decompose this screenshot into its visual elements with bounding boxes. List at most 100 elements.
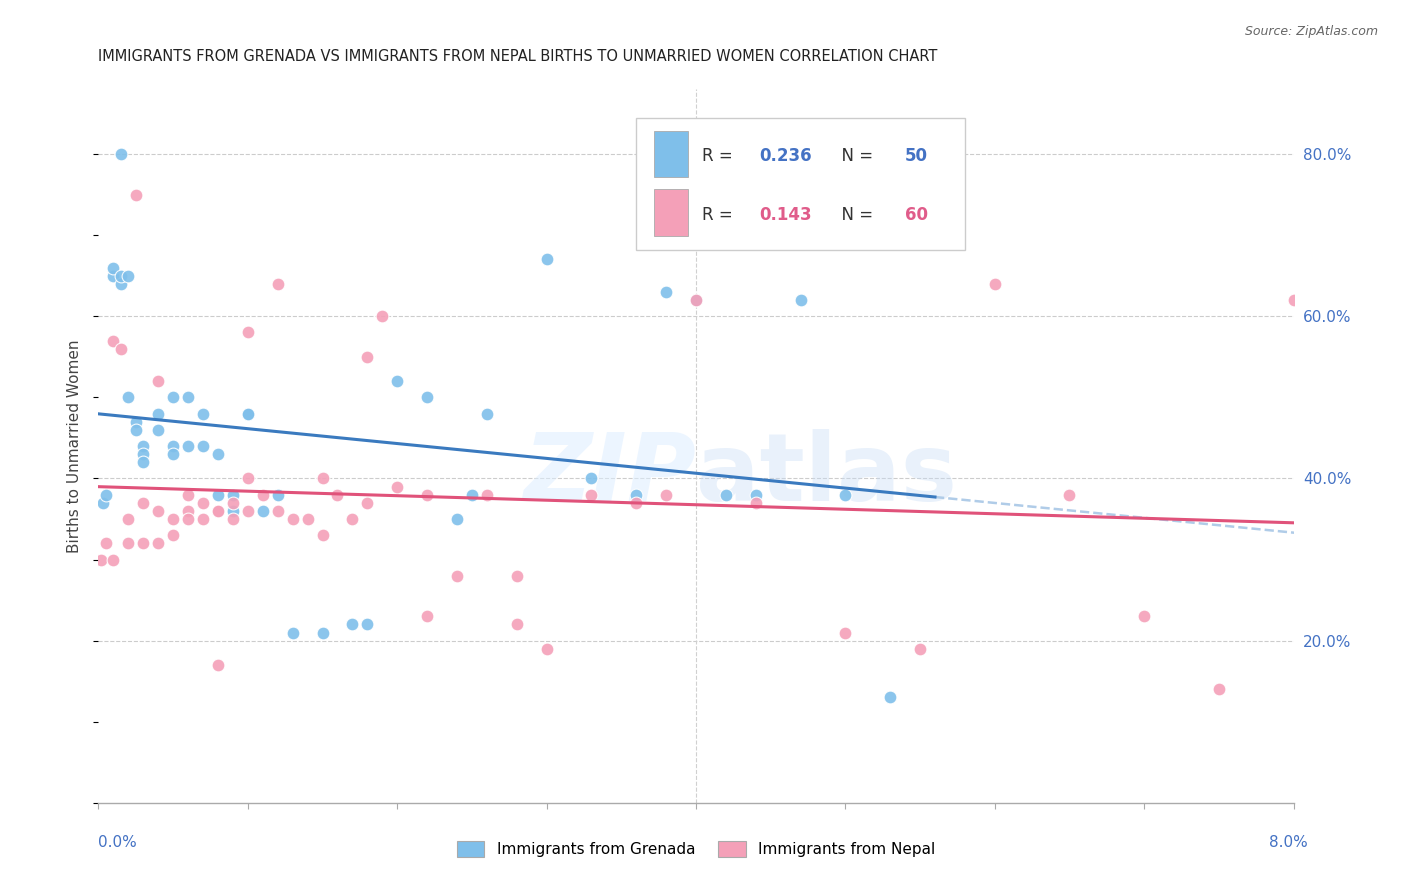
Point bbox=[103, 268, 125, 283]
Point bbox=[207, 447, 229, 461]
Text: N =: N = bbox=[831, 206, 879, 224]
Point bbox=[1059, 488, 1081, 502]
Point bbox=[177, 504, 200, 518]
Point bbox=[745, 496, 768, 510]
Point bbox=[125, 423, 148, 437]
Point bbox=[162, 528, 184, 542]
Legend: Immigrants from Grenada, Immigrants from Nepal: Immigrants from Grenada, Immigrants from… bbox=[451, 835, 941, 863]
Point bbox=[745, 488, 768, 502]
Point bbox=[117, 536, 139, 550]
FancyBboxPatch shape bbox=[654, 189, 688, 235]
Point bbox=[132, 447, 155, 461]
Point bbox=[356, 496, 378, 510]
Point bbox=[475, 407, 498, 421]
Point bbox=[297, 512, 319, 526]
Point bbox=[626, 496, 648, 510]
Point bbox=[834, 488, 856, 502]
Point bbox=[222, 504, 245, 518]
Point bbox=[984, 277, 1007, 291]
Point bbox=[148, 504, 170, 518]
Point bbox=[207, 504, 229, 518]
Point bbox=[177, 439, 200, 453]
Point bbox=[581, 488, 603, 502]
Point bbox=[162, 439, 184, 453]
Point bbox=[94, 536, 117, 550]
Point bbox=[132, 439, 155, 453]
Point bbox=[103, 334, 125, 348]
Point bbox=[461, 488, 484, 502]
Point bbox=[311, 471, 333, 485]
FancyBboxPatch shape bbox=[637, 118, 965, 250]
Point bbox=[281, 625, 304, 640]
Point bbox=[236, 326, 259, 340]
Point bbox=[191, 439, 214, 453]
Text: Source: ZipAtlas.com: Source: ZipAtlas.com bbox=[1244, 25, 1378, 38]
Point bbox=[132, 536, 155, 550]
Point bbox=[342, 617, 364, 632]
Point bbox=[110, 277, 132, 291]
Point bbox=[356, 350, 378, 364]
Point bbox=[475, 488, 498, 502]
Point bbox=[236, 407, 259, 421]
Point bbox=[191, 407, 214, 421]
Point bbox=[117, 390, 139, 404]
Point bbox=[132, 496, 155, 510]
Point bbox=[125, 187, 148, 202]
Point bbox=[385, 374, 409, 388]
Point bbox=[148, 407, 170, 421]
Point bbox=[103, 552, 125, 566]
Text: 0.143: 0.143 bbox=[759, 206, 811, 224]
Point bbox=[177, 390, 200, 404]
Point bbox=[536, 641, 558, 656]
Point bbox=[714, 488, 737, 502]
Point bbox=[132, 455, 155, 469]
Point bbox=[581, 471, 603, 485]
Point bbox=[356, 617, 378, 632]
Point bbox=[252, 504, 274, 518]
Point bbox=[125, 415, 148, 429]
Point bbox=[446, 512, 468, 526]
Point bbox=[162, 512, 184, 526]
Point bbox=[626, 488, 648, 502]
Point bbox=[1282, 293, 1305, 307]
Text: 0.0%: 0.0% bbox=[98, 836, 138, 850]
Point bbox=[879, 690, 901, 705]
Text: 60: 60 bbox=[905, 206, 928, 224]
Point bbox=[207, 488, 229, 502]
Point bbox=[222, 496, 245, 510]
Point bbox=[236, 471, 259, 485]
Point bbox=[267, 277, 290, 291]
Point bbox=[91, 496, 114, 510]
FancyBboxPatch shape bbox=[654, 131, 688, 178]
Point bbox=[222, 512, 245, 526]
Point bbox=[506, 568, 529, 582]
Point bbox=[385, 479, 409, 493]
Point bbox=[685, 293, 707, 307]
Point bbox=[177, 488, 200, 502]
Point bbox=[311, 625, 333, 640]
Point bbox=[103, 260, 125, 275]
Point bbox=[267, 488, 290, 502]
Point bbox=[110, 342, 132, 356]
Point bbox=[446, 568, 468, 582]
Point bbox=[191, 496, 214, 510]
Point bbox=[252, 488, 274, 502]
Point bbox=[148, 536, 170, 550]
Point bbox=[655, 285, 678, 299]
Point bbox=[117, 268, 139, 283]
Point bbox=[536, 252, 558, 267]
Text: R =: R = bbox=[702, 206, 738, 224]
Point bbox=[311, 528, 333, 542]
Point bbox=[222, 488, 245, 502]
Text: IMMIGRANTS FROM GRENADA VS IMMIGRANTS FROM NEPAL BIRTHS TO UNMARRIED WOMEN CORRE: IMMIGRANTS FROM GRENADA VS IMMIGRANTS FR… bbox=[98, 49, 938, 64]
Point bbox=[162, 447, 184, 461]
Point bbox=[685, 293, 707, 307]
Point bbox=[506, 617, 529, 632]
Point bbox=[177, 512, 200, 526]
Point bbox=[110, 147, 132, 161]
Point bbox=[207, 657, 229, 672]
Point bbox=[162, 390, 184, 404]
Point bbox=[1208, 682, 1230, 697]
Point bbox=[834, 625, 856, 640]
Point bbox=[90, 552, 112, 566]
